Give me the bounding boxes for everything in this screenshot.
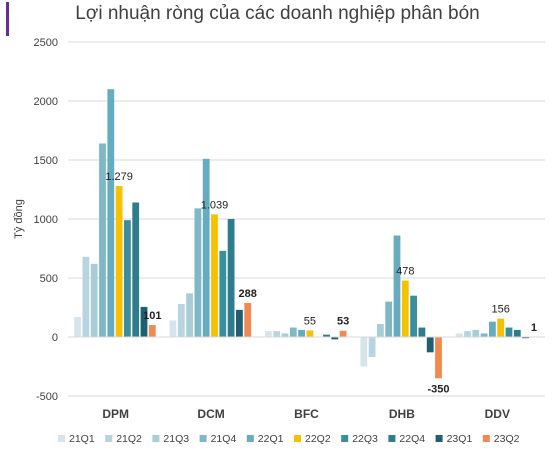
bar xyxy=(331,337,339,340)
bar xyxy=(323,334,330,337)
legend-swatch xyxy=(105,435,113,442)
bar xyxy=(393,235,401,337)
legend-label: 23Q2 xyxy=(494,433,520,445)
data-label: 288 xyxy=(239,288,257,300)
bar xyxy=(368,337,376,358)
bar xyxy=(472,329,480,337)
y-tick-label: 1500 xyxy=(34,155,58,167)
legend-swatch xyxy=(341,435,349,442)
bar xyxy=(339,330,347,337)
data-label: 1.039 xyxy=(201,199,229,211)
legend-swatch xyxy=(482,435,490,442)
legend-swatch xyxy=(294,435,301,442)
legend-label: 22Q3 xyxy=(352,433,378,445)
data-label: 53 xyxy=(337,316,349,328)
bar xyxy=(219,250,227,337)
bar xyxy=(289,327,297,337)
bar xyxy=(522,337,529,339)
bar xyxy=(148,325,156,337)
x-tick-label: DDV xyxy=(485,407,510,421)
y-tick-label: -500 xyxy=(36,391,58,403)
bar xyxy=(418,327,426,337)
y-tick-label: 1000 xyxy=(34,214,58,226)
legend-label: 21Q4 xyxy=(211,433,237,445)
bar xyxy=(140,306,148,337)
bar xyxy=(169,320,177,337)
accent-bar xyxy=(6,2,9,36)
bar xyxy=(505,327,513,337)
bar xyxy=(124,220,131,337)
bar xyxy=(435,337,442,379)
x-tick-label: DHB xyxy=(389,407,415,421)
bar xyxy=(298,329,305,337)
legend-label: 21Q1 xyxy=(69,433,95,445)
bar xyxy=(497,318,505,337)
legend-swatch xyxy=(388,435,396,442)
y-tick-label: 2500 xyxy=(34,37,58,49)
bar xyxy=(377,324,384,337)
legend-swatch xyxy=(58,435,65,442)
x-tick-label: DPM xyxy=(102,407,129,421)
bar xyxy=(281,333,289,337)
bar xyxy=(265,331,272,337)
bar xyxy=(480,333,488,337)
legend-swatch xyxy=(199,435,207,442)
legend-swatch xyxy=(246,435,254,442)
bar xyxy=(132,202,140,337)
legend-swatch xyxy=(435,435,443,442)
bar xyxy=(273,331,281,337)
bar xyxy=(186,293,193,337)
legend-label: 21Q2 xyxy=(116,433,142,445)
bar xyxy=(455,333,463,337)
bar xyxy=(227,219,235,337)
data-label: 478 xyxy=(396,266,414,278)
bar xyxy=(107,89,115,337)
legend-label: 22Q2 xyxy=(305,433,331,445)
bar xyxy=(202,158,210,337)
legend-label: 22Q4 xyxy=(399,433,425,445)
bar xyxy=(513,329,521,337)
y-tick-label: 0 xyxy=(52,332,58,344)
bar xyxy=(426,337,434,353)
bar xyxy=(99,143,106,337)
chart-title: Lợi nhuận ròng của các doanh nghiệp phân… xyxy=(75,3,480,24)
data-label: -350 xyxy=(427,383,449,395)
y-tick-label: 2000 xyxy=(34,96,58,108)
bar xyxy=(177,303,185,337)
data-label: 1 xyxy=(531,322,537,334)
bar xyxy=(385,301,393,337)
data-label: 101 xyxy=(143,310,161,322)
x-tick-label: DCM xyxy=(197,407,224,421)
bar xyxy=(244,303,252,337)
bar xyxy=(194,208,202,337)
legend-swatch xyxy=(152,435,160,442)
bar xyxy=(115,186,123,337)
legend-label: 23Q1 xyxy=(447,433,473,445)
data-label: 156 xyxy=(492,304,510,316)
bar xyxy=(464,331,471,337)
bar xyxy=(211,214,218,337)
data-label: 55 xyxy=(304,316,316,328)
bar xyxy=(360,337,368,367)
y-tick-label: 500 xyxy=(40,273,58,285)
bar xyxy=(410,295,417,337)
bar xyxy=(489,321,496,337)
x-tick-label: BFC xyxy=(294,407,319,421)
y-axis-title: Tỷ đồng xyxy=(13,199,25,239)
bar xyxy=(74,316,81,337)
bar xyxy=(401,280,409,337)
bar xyxy=(306,330,314,337)
bar xyxy=(236,309,243,337)
bar xyxy=(90,263,98,337)
legend-label: 22Q1 xyxy=(258,433,284,445)
bar xyxy=(82,256,90,337)
legend-label: 21Q3 xyxy=(163,433,189,445)
data-label: 1.279 xyxy=(105,171,133,183)
